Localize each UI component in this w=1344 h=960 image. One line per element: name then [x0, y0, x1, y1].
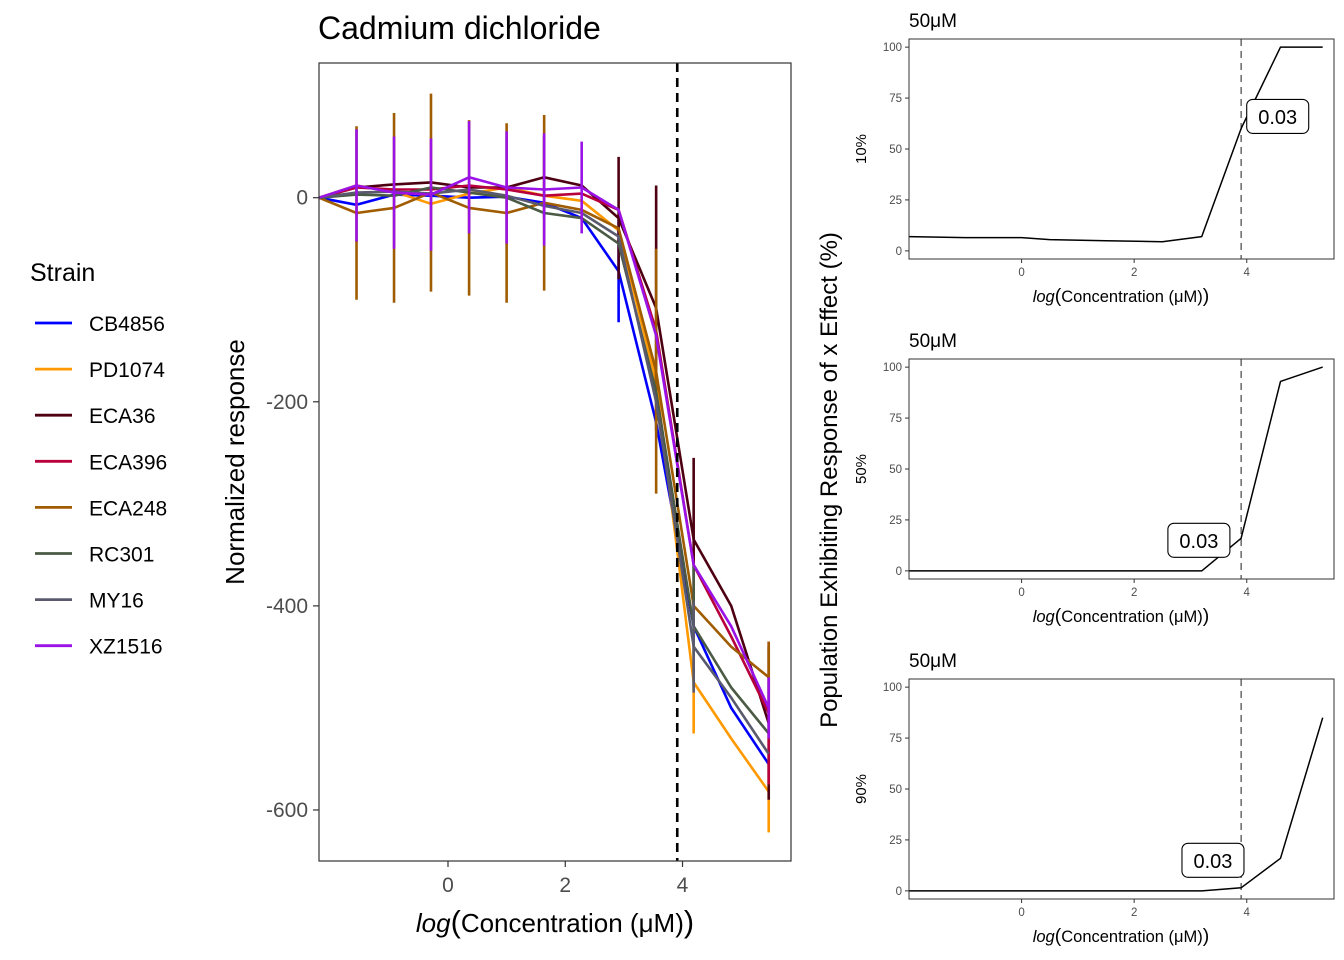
x-tick-label: 2 [1131, 587, 1137, 599]
panel-10pct: 50μM 0 25 50 75 100 0 2 4 10% log(Concentration (μ… [853, 11, 1335, 307]
legend-title: Strain [30, 259, 95, 287]
legend-label: CB4856 [89, 313, 165, 336]
y-tick-label: 25 [889, 515, 902, 527]
x-tick-label: 0 [1018, 587, 1024, 599]
panel-line [908, 46, 1323, 243]
panel-y-label: 50% [853, 454, 870, 484]
panel-y-label: 10% [853, 134, 870, 164]
x-tick-label: 4 [1244, 587, 1251, 599]
y-tick-label: 25 [889, 195, 902, 207]
series-XZ1516 [318, 121, 771, 739]
legend-label: ECA248 [89, 497, 167, 520]
annotation-label: 0.03 [1246, 98, 1310, 134]
annotation-label: 0.03 [1167, 522, 1231, 558]
shared-y-label: Population Exhibiting Response of x Effe… [816, 232, 843, 728]
y-tick-label: 100 [883, 42, 902, 54]
y-tick-label: 50 [889, 784, 902, 796]
legend-label: ECA36 [89, 405, 156, 428]
annotation-box [1167, 522, 1231, 558]
legend-label: PD1074 [89, 359, 165, 382]
x-tick-label: 4 [1244, 907, 1251, 919]
y-tick-label: 50 [889, 464, 902, 476]
main-chart: Cadmium dichloride 0 -200 -400 -600 0 2 4 log(Co… [220, 10, 792, 939]
x-tick-label: 2 [1131, 907, 1137, 919]
series-line [318, 176, 770, 709]
annotation-text: 0.03 [1194, 851, 1233, 873]
panel-line [909, 366, 1323, 572]
legend-label: XZ1516 [89, 636, 163, 659]
y-tick-label: 100 [883, 682, 902, 694]
panel-x-label: log(Concentration (μM)) [1033, 285, 1210, 307]
panel-title: 50μM [909, 651, 957, 672]
annotation-box [1246, 98, 1310, 134]
legend-label: RC301 [89, 544, 154, 567]
annotation-text: 0.03 [1179, 531, 1218, 553]
y-tick-label: 75 [889, 733, 902, 745]
x-axis-label: log(Concentration (μM)) [416, 904, 694, 939]
legend-label: MY16 [89, 590, 144, 613]
legend-label: ECA396 [89, 451, 167, 474]
y-tick-label: 50 [889, 144, 902, 156]
y-axis-label: Normalized response [220, 339, 250, 585]
annotation-text: 0.03 [1258, 107, 1297, 129]
panel-90pct: 50μM 0 25 50 75 100 0 2 4 90% log(Concentration (μ… [853, 651, 1335, 947]
y-tick-label: 75 [889, 413, 902, 425]
plot-border [318, 62, 792, 862]
y-tick-label: 0 [896, 566, 902, 578]
y-tick-label: 0 [296, 187, 308, 210]
panel-line [909, 717, 1324, 892]
legend: Strain CB4856 PD1074 ECA36 ECA396 ECA248 RC301… [30, 259, 167, 659]
x-tick-label: 4 [1244, 267, 1251, 279]
x-tick-label: 0 [1018, 267, 1024, 279]
panel-y-label: 90% [853, 774, 870, 804]
y-tick-label: -600 [266, 799, 308, 822]
y-tick-label: 100 [883, 362, 902, 374]
y-tick-label: 0 [896, 886, 902, 898]
x-tick-label: 0 [442, 874, 454, 897]
y-tick-label: -200 [266, 391, 308, 414]
x-tick-label: 4 [677, 874, 689, 897]
y-tick-label: -400 [266, 595, 308, 618]
annotation-label: 0.03 [1181, 842, 1245, 878]
annotation-box [1181, 842, 1245, 878]
panel-x-label: log(Concentration (μM)) [1033, 925, 1210, 947]
panel-50pct: 50μM 0 25 50 75 100 0 2 4 50% log(Concentration (μ… [853, 331, 1335, 627]
chart-title: Cadmium dichloride [318, 10, 601, 46]
main-series-group [318, 93, 771, 833]
x-tick-label: 2 [1131, 267, 1137, 279]
y-tick-label: 0 [896, 246, 902, 258]
panel-title: 50μM [909, 331, 957, 352]
y-tick-label: 75 [889, 93, 902, 105]
panel-x-label: log(Concentration (μM)) [1033, 605, 1210, 627]
x-tick-label: 2 [559, 874, 571, 897]
x-tick-label: 0 [1018, 907, 1024, 919]
y-tick-label: 25 [889, 835, 902, 847]
panel-title: 50μM [909, 11, 957, 32]
